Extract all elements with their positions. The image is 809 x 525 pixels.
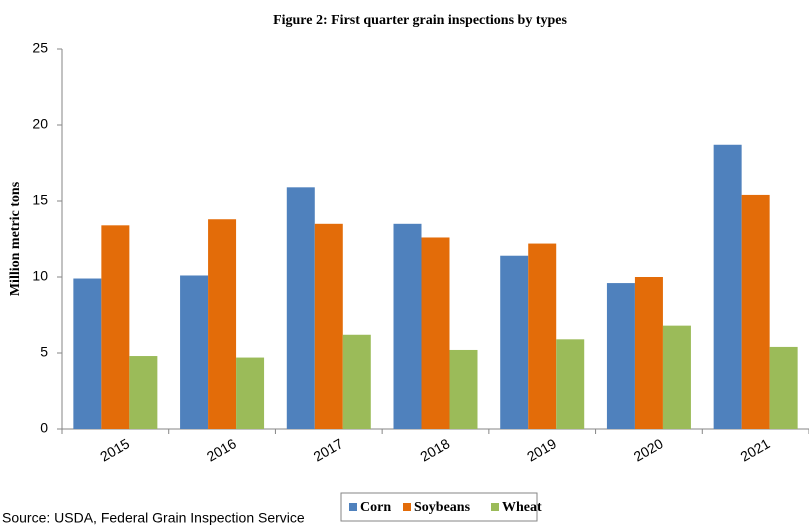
x-tick-label: 2017 — [311, 435, 346, 465]
bar — [769, 346, 798, 429]
bar — [662, 325, 691, 429]
bar — [73, 278, 102, 429]
bar — [101, 225, 130, 429]
bar — [606, 283, 635, 429]
x-tick-label: 2016 — [204, 435, 239, 465]
bar — [129, 356, 158, 429]
bar — [180, 275, 209, 429]
y-tick-label: 5 — [40, 344, 48, 360]
legend-label: Corn — [360, 500, 391, 515]
bar — [713, 144, 742, 429]
bar — [556, 339, 585, 429]
bar — [286, 187, 315, 429]
chart-title: Figure 2: First quarter grain inspection… — [273, 13, 567, 28]
bar — [393, 223, 422, 429]
y-tick-label: 10 — [32, 268, 48, 284]
y-tick-label: 0 — [40, 420, 48, 436]
legend-swatch — [349, 503, 357, 511]
bar — [634, 277, 663, 429]
y-tick-label: 15 — [32, 192, 48, 208]
x-tick-label: 2015 — [97, 435, 132, 465]
bar — [500, 255, 529, 429]
legend-box — [340, 492, 538, 522]
bar — [421, 237, 450, 429]
legend-label: Wheat — [502, 500, 542, 515]
bar — [528, 243, 557, 429]
y-axis-label: Million metric tons — [8, 181, 23, 296]
bar — [741, 194, 770, 429]
x-tick-label: 2021 — [738, 435, 773, 465]
x-tick-label: 2018 — [417, 435, 452, 465]
legend-swatch — [403, 503, 411, 511]
bar — [314, 223, 343, 429]
bar — [236, 357, 265, 429]
bar — [208, 219, 237, 429]
bar — [342, 334, 371, 429]
y-tick-label: 20 — [32, 116, 48, 132]
bar — [449, 349, 478, 429]
x-tick-label: 2020 — [631, 435, 666, 465]
legend-swatch — [491, 503, 499, 511]
x-tick-label: 2019 — [524, 435, 559, 465]
y-tick-label: 25 — [32, 40, 48, 56]
source-note: Source: USDA, Federal Grain Inspection S… — [2, 510, 305, 525]
legend-label: Soybeans — [414, 500, 471, 515]
